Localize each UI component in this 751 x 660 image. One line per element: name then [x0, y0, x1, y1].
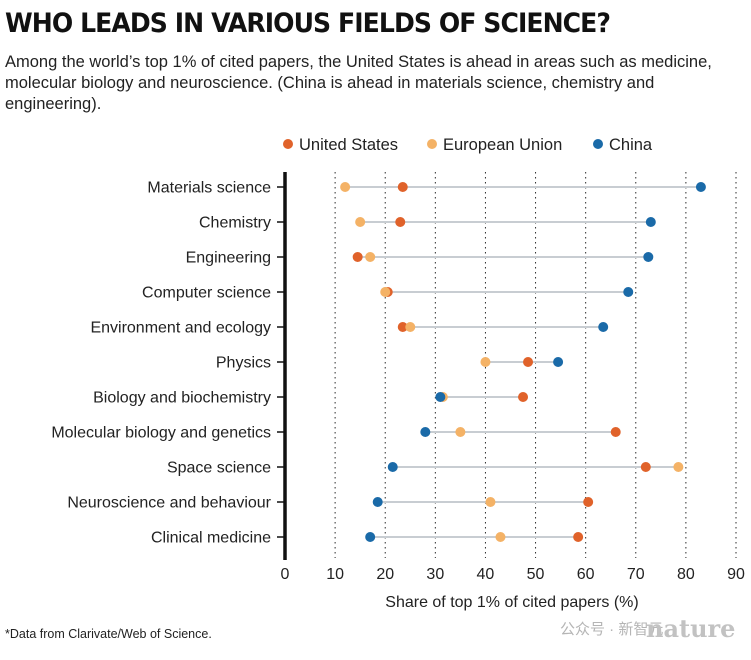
x-tick-label: 60 — [577, 566, 595, 583]
category-label: Environment and ecology — [90, 320, 271, 337]
data-point — [352, 252, 363, 262]
data-point — [610, 427, 621, 437]
category-label: Physics — [216, 355, 271, 372]
watermark-text: 公众号 · 新智元 — [560, 621, 664, 638]
data-point — [643, 252, 654, 262]
x-axis-title: Share of top 1% of cited papers (%) — [385, 594, 638, 611]
data-point — [435, 392, 446, 402]
data-point — [673, 462, 684, 472]
data-point — [387, 462, 398, 472]
footnote: *Data from Clarivate/Web of Science. — [5, 627, 212, 641]
data-point — [583, 497, 594, 507]
x-tick-label: 80 — [677, 566, 695, 583]
data-point — [553, 357, 564, 367]
data-point — [405, 322, 416, 332]
category-label: Space science — [167, 460, 271, 477]
x-tick-label: 90 — [727, 566, 745, 583]
category-label: Biology and biochemistry — [93, 390, 271, 407]
data-point — [340, 182, 351, 192]
category-label: Molecular biology and genetics — [51, 425, 271, 442]
data-point — [640, 462, 651, 472]
data-point — [420, 427, 431, 437]
data-point — [480, 357, 491, 367]
data-point — [372, 497, 383, 507]
data-point — [495, 532, 506, 542]
chart-title: WHO LEADS IN VARIOUS FIELDS OF SCIENCE? — [5, 8, 611, 39]
data-point — [397, 322, 408, 332]
data-point — [523, 357, 534, 367]
data-point — [455, 427, 466, 437]
data-point — [355, 217, 366, 227]
watermark-logo: nature — [646, 614, 736, 643]
data-point — [623, 287, 634, 297]
category-label: Computer science — [142, 285, 271, 302]
legend-marker — [427, 139, 437, 149]
x-tick-label: 40 — [477, 566, 495, 583]
x-tick-label: 20 — [376, 566, 394, 583]
data-point — [395, 217, 406, 227]
chart-subtitle: Among the world’s top 1% of cited papers… — [5, 53, 712, 113]
category-label: Clinical medicine — [151, 530, 271, 547]
x-tick-label: 30 — [426, 566, 444, 583]
legend-marker — [283, 139, 293, 149]
legend-marker — [593, 139, 603, 149]
data-point — [485, 497, 496, 507]
data-point — [365, 252, 376, 262]
legend-label: European Union — [443, 136, 562, 154]
data-point — [598, 322, 609, 332]
category-label: Chemistry — [199, 215, 271, 232]
legend-label: United States — [299, 136, 398, 154]
x-tick-label: 50 — [527, 566, 545, 583]
data-point — [380, 287, 391, 297]
data-point — [397, 182, 408, 192]
x-tick-label: 70 — [627, 566, 645, 583]
category-label: Neuroscience and behaviour — [67, 495, 271, 512]
data-point — [645, 217, 656, 227]
data-point — [518, 392, 529, 402]
legend-label: China — [609, 136, 653, 154]
data-point — [695, 182, 706, 192]
data-point — [573, 532, 584, 542]
x-tick-label: 0 — [281, 566, 290, 583]
data-point — [365, 532, 376, 542]
category-label: Engineering — [186, 250, 271, 267]
category-label: Materials science — [147, 180, 271, 197]
x-tick-label: 10 — [326, 566, 344, 583]
